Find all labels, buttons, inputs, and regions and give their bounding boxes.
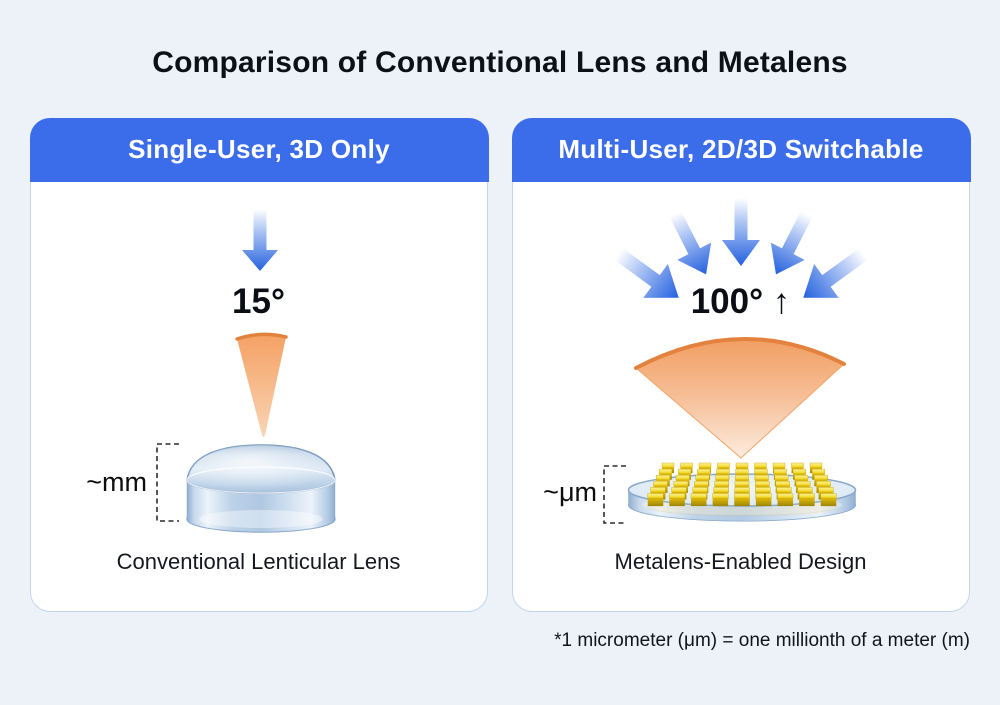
panel-body-metalens: 100° ↑ ~μm Metalens-Enabled Design	[513, 183, 968, 611]
incident-light-arrow-icon	[242, 209, 278, 271]
wide-light-fan	[634, 337, 846, 459]
panel-header-multi-user: Multi-User, 2D/3D Switchable	[511, 117, 971, 182]
gold-nanostructure-array	[647, 462, 837, 507]
beam-angle-label: 100° ↑	[690, 282, 791, 321]
page-title: Comparison of Conventional Lens and Meta…	[152, 46, 848, 79]
mm-scale-bracket	[156, 443, 179, 522]
panel-header-label: Multi-User, 2D/3D Switchable	[558, 134, 924, 164]
panel-header-single-user: Single-User, 3D Only	[29, 117, 489, 182]
panel-body-conventional: 15° ~mm Conventional Lenticular Lens	[31, 183, 486, 611]
um-scale-bracket	[603, 465, 626, 524]
panel-conventional-lens: Single-User, 3D Only	[29, 117, 489, 612]
narrow-light-cone	[235, 332, 288, 437]
conventional-lens-illustration	[156, 209, 336, 533]
beam-angle-label: 15°	[232, 282, 285, 321]
lenticular-lens-glass	[186, 444, 336, 533]
metalens-wafer	[627, 462, 857, 522]
panel-metalens: Multi-User, 2D/3D Switchable	[511, 117, 971, 612]
metalens-illustration	[603, 198, 877, 524]
panel-caption: Conventional Lenticular Lens	[116, 549, 401, 574]
mm-scale-label: ~mm	[86, 467, 147, 497]
micrometer-footnote: *1 micrometer (μm) = one millionth of a …	[554, 630, 970, 651]
um-scale-label: ~μm	[543, 477, 597, 507]
panel-header-label: Single-User, 3D Only	[128, 134, 390, 164]
panel-caption: Metalens-Enabled Design	[614, 549, 867, 574]
